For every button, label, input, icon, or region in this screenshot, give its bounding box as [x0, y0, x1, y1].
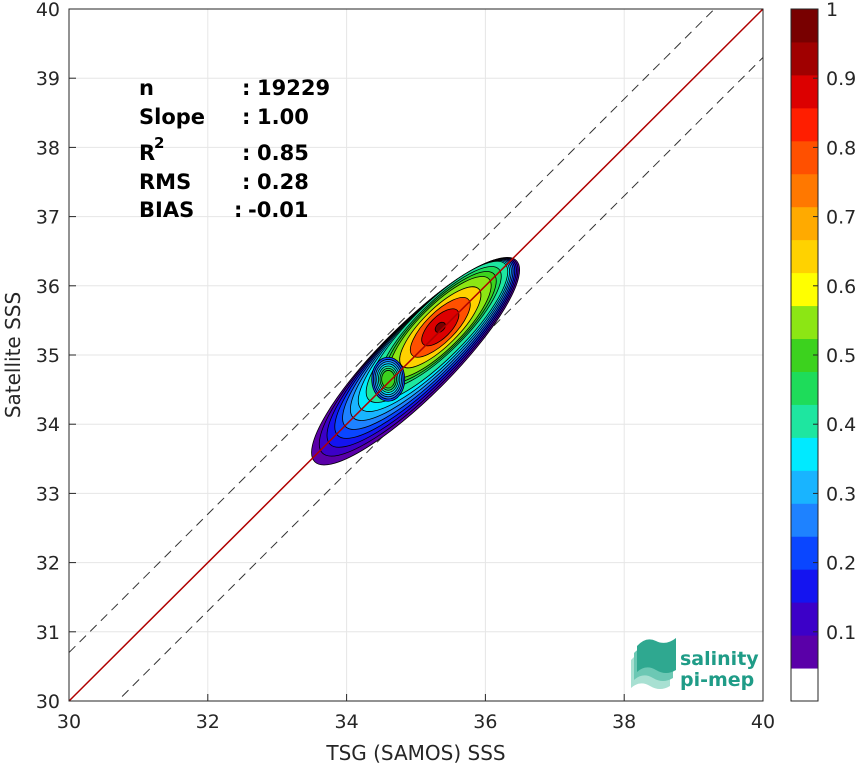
stat-bias-sep: :: [234, 198, 242, 222]
logo-line2: pi-mep: [680, 669, 754, 691]
x-tick-label-5: 40: [751, 711, 775, 733]
dashed-line-1: [116, 57, 763, 701]
y-tick-label-2: 32: [36, 553, 60, 575]
stat-r2-label: R: [139, 141, 155, 165]
stat-slope-label: Slope: [139, 105, 205, 129]
colorbar-tick-label-0: 0.1: [826, 622, 856, 644]
y-tick-label-6: 36: [36, 276, 60, 298]
colorbar-tick-label-7: 0.8: [826, 137, 856, 159]
reference-line: [69, 9, 763, 701]
density-contours: [311, 257, 521, 466]
colorbar-tick-label-9: 1: [826, 0, 838, 21]
colorbar-segment-0: [791, 668, 818, 702]
y-tick-label-8: 38: [36, 137, 60, 159]
y-tick-label-1: 31: [36, 622, 60, 644]
colorbar-segment-6: [791, 470, 818, 504]
stat-rms-sep: :: [242, 170, 250, 194]
colorbar-segment-9: [791, 371, 818, 405]
colorbar-segment-18: [791, 74, 818, 109]
colorbar-segment-1: [791, 635, 818, 669]
stats-box: n : 19229 Slope : 1.00 R 2 : 0.85 RMS : …: [139, 76, 330, 222]
colorbar-tick-label-6: 0.7: [826, 207, 856, 229]
y-tick-label-10: 40: [36, 0, 60, 21]
stat-r2-value: 0.85: [257, 141, 309, 165]
colorbar-segment-16: [791, 140, 818, 175]
colorbar: [790, 8, 819, 702]
colorbar-segment-5: [791, 503, 818, 537]
y-tick-label-9: 39: [36, 68, 60, 90]
stat-n-sep: :: [242, 76, 250, 100]
colorbar-segment-13: [791, 239, 818, 274]
stat-r2-superscript: 2: [154, 134, 164, 152]
y-tick-label-7: 37: [36, 207, 60, 229]
stat-rms-label: RMS: [139, 170, 191, 194]
y-ticks: 30 31 32 33 34 35 36 37 38 39 40: [36, 0, 76, 713]
stat-slope-value: 1.00: [257, 105, 309, 129]
y-tick-label-4: 34: [36, 414, 60, 436]
logo-line1: salinity: [680, 648, 759, 670]
x-tick-label-4: 38: [612, 711, 636, 733]
colorbar-segment-12: [791, 272, 818, 307]
one-to-one-line: [69, 9, 763, 701]
colorbar-segment-11: [791, 305, 818, 340]
salinity-pi-mep-logo: salinity pi-mep: [631, 638, 759, 691]
grid: [68, 8, 764, 702]
x-tick-label-0: 30: [57, 711, 81, 733]
dashed-line-0: [69, 9, 716, 653]
colorbar-segment-19: [791, 41, 818, 76]
colorbar-tick-label-4: 0.5: [826, 345, 856, 367]
colorbar-segment-4: [791, 536, 818, 570]
colorbar-segment-7: [791, 437, 818, 471]
logo-wave-icon: [631, 638, 676, 689]
colorbar-segment-20: [791, 9, 818, 43]
colorbar-segment-17: [791, 107, 818, 142]
y-tick-label-5: 35: [36, 345, 60, 367]
density-contour-14: [434, 321, 446, 333]
stat-bias-value: -0.01: [248, 198, 309, 222]
stat-rms-value: 0.28: [257, 170, 309, 194]
colorbar-segment-15: [791, 173, 818, 208]
colorbar-segment-8: [791, 404, 818, 438]
colorbar-segment-3: [791, 569, 818, 603]
stat-r2-sep: :: [242, 141, 250, 165]
x-ticks: 30 32 34 36 38 40: [57, 694, 775, 733]
colorbar-segment-2: [791, 602, 818, 636]
dashed-lines: [69, 9, 763, 701]
secondary-peak-contour-6: [381, 370, 396, 389]
y-tick-label-3: 33: [36, 483, 60, 505]
y-axis-label: Satellite SSS: [1, 292, 25, 418]
stat-n-label: n: [139, 76, 154, 100]
x-tick-label-3: 36: [473, 711, 497, 733]
colorbar-segment-14: [791, 206, 818, 241]
colorbar-tick-label-5: 0.6: [826, 276, 856, 298]
x-tick-label-1: 32: [196, 711, 220, 733]
colorbar-tick-label-2: 0.3: [826, 483, 856, 505]
colorbar-tick-label-1: 0.2: [826, 553, 856, 575]
stat-n-value: 19229: [257, 76, 330, 100]
stat-bias-label: BIAS: [139, 198, 194, 222]
colorbar-ticks: 0.1 0.2 0.3 0.4 0.5 0.6 0.7 0.8 0.9 1: [813, 0, 856, 644]
x-axis-label: TSG (SAMOS) SSS: [325, 741, 505, 765]
y-tick-label-0: 30: [36, 691, 60, 713]
x-tick-label-2: 34: [335, 711, 359, 733]
colorbar-tick-label-8: 0.9: [826, 68, 856, 90]
colorbar-tick-label-3: 0.4: [826, 414, 856, 436]
stat-slope-sep: :: [242, 105, 250, 129]
